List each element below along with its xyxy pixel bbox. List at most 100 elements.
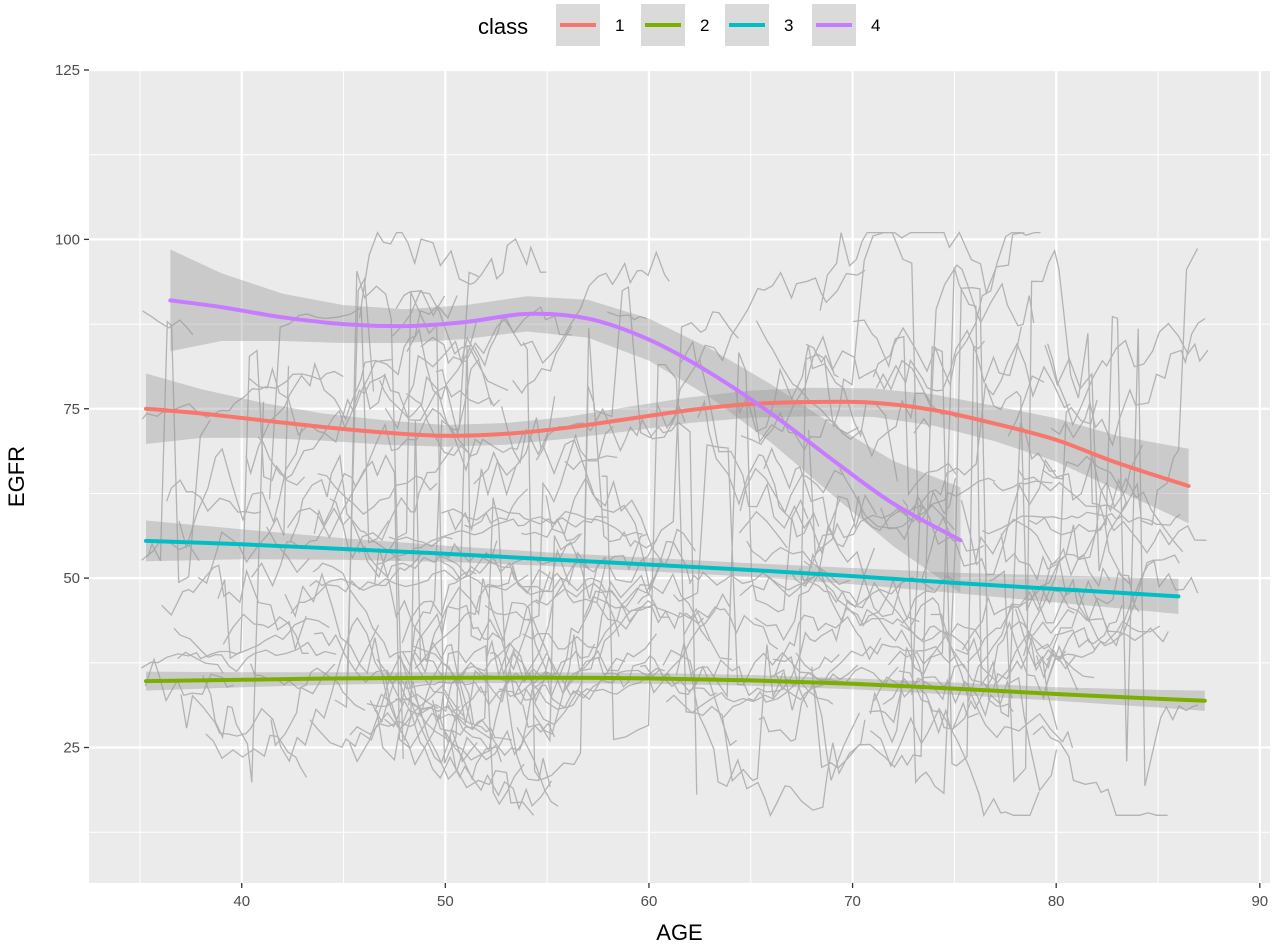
trajectory-line [376,643,596,690]
y-axis: 25 50 75 100 125 [55,62,89,757]
trajectory-line [911,383,1098,696]
trajectory-line [1041,455,1184,553]
series-line-class-3 [144,538,1181,599]
series-lines [144,298,1207,703]
trajectory-line [908,597,966,669]
trajectory-line [379,379,501,421]
trajectory-line [420,306,572,365]
trajectory-line [601,363,784,783]
trajectory-line [266,526,310,574]
trajectory-line [1000,533,1180,647]
trajectory-line [535,582,655,613]
trajectory-line [872,335,957,497]
trajectory-line [596,533,649,604]
trajectory-line [369,673,439,724]
trajectory-line [309,569,477,592]
trajectory-line [392,291,509,391]
trajectory-line [173,627,337,673]
trajectory-line [902,287,1014,795]
trajectory-line [376,515,608,565]
trajectory-line [739,467,843,515]
trajectory-line [403,420,551,787]
trajectory-line [205,733,308,778]
trajectory-line [309,684,466,749]
legend-label: 3 [784,16,793,35]
trajectory-line [962,595,1067,672]
trajectory-line [395,290,446,317]
trajectory-line [819,231,1025,311]
trajectory-line [355,669,535,816]
trajectory-line [740,392,958,458]
trajectory-line [656,358,841,555]
legend-label: 2 [700,16,709,35]
series-line-class-2 [144,675,1207,703]
trajectory-line [388,535,453,548]
y-tick-label: 100 [55,231,80,248]
trajectory-line [803,493,878,568]
trajectory-line [712,651,899,687]
trajectory-line [384,699,553,811]
trajectory-line [970,694,1074,749]
trajectory-line [811,340,986,769]
trajectory-line [349,711,497,761]
trajectory-line [435,358,492,434]
trajectory-line [317,473,438,515]
trajectory-line [1032,725,1168,816]
trajectory-line [955,620,1079,701]
x-axis-title: AGE [656,920,702,945]
trajectory-line [1006,676,1058,792]
trajectory-line [992,480,1053,492]
trajectory-line [522,311,739,743]
trajectory-line [312,562,461,712]
trajectory-line [180,616,402,763]
trajectory-line [775,574,959,691]
legend-item-class-4: 4 [812,4,880,46]
trajectory-line [384,336,480,430]
trajectory-line [358,533,583,579]
x-tick-label: 60 [641,893,658,910]
y-tick-label: 50 [63,570,80,587]
trajectory-line [859,608,926,687]
trajectory-line [532,565,661,735]
x-tick-label: 50 [437,893,454,910]
trajectory-line [141,617,330,669]
trajectory-line [527,426,614,622]
trajectory-line [245,295,458,476]
trajectory-line [869,707,1040,818]
legend-item-class-1: 1 [556,4,624,46]
trajectory-line [683,606,779,650]
trajectory-line [673,444,786,697]
trajectory-line [675,642,866,817]
trajectory-line [1029,571,1131,624]
trajectory-line [689,666,737,747]
trajectory-line [1028,514,1207,554]
legend-label: 4 [871,16,880,35]
trajectory-line [511,548,590,595]
trajectory-line [882,635,1077,705]
x-tick-label: 80 [1048,893,1065,910]
trajectory-line [464,488,529,529]
trajectory-line [485,571,551,678]
y-axis-title: EGFR [4,446,29,507]
series-line-class-4 [168,298,963,543]
trajectory-line [406,322,477,401]
trajectory-line [795,652,840,672]
trajectory-line [798,515,955,624]
y-tick-label: 125 [55,62,80,79]
trajectory-line [512,325,573,395]
trajectory-line [347,270,404,760]
trajectory-line [773,655,809,708]
trajectory-line [329,446,454,560]
trajectory-line [473,450,516,485]
trajectory-line [314,624,380,673]
trajectory-line [773,614,882,677]
x-tick-label: 70 [844,893,861,910]
y-tick-label: 25 [63,740,80,757]
trajectory-line [562,592,731,694]
trajectory-line [474,250,670,368]
trajectory-line [805,326,1022,392]
legend: class 1 2 3 4 [478,4,880,46]
trajectory-line [1046,644,1099,661]
trajectory-line [165,479,262,514]
